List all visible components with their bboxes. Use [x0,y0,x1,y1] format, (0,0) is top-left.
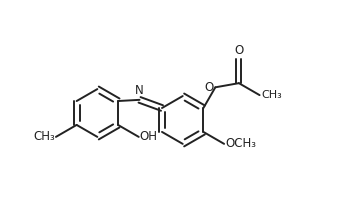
Text: O: O [205,81,214,94]
Text: N: N [135,83,144,97]
Text: OH: OH [139,130,158,143]
Text: CH₃: CH₃ [261,90,282,100]
Text: OCH₃: OCH₃ [225,137,256,150]
Text: CH₃: CH₃ [33,130,55,143]
Text: O: O [234,44,244,57]
